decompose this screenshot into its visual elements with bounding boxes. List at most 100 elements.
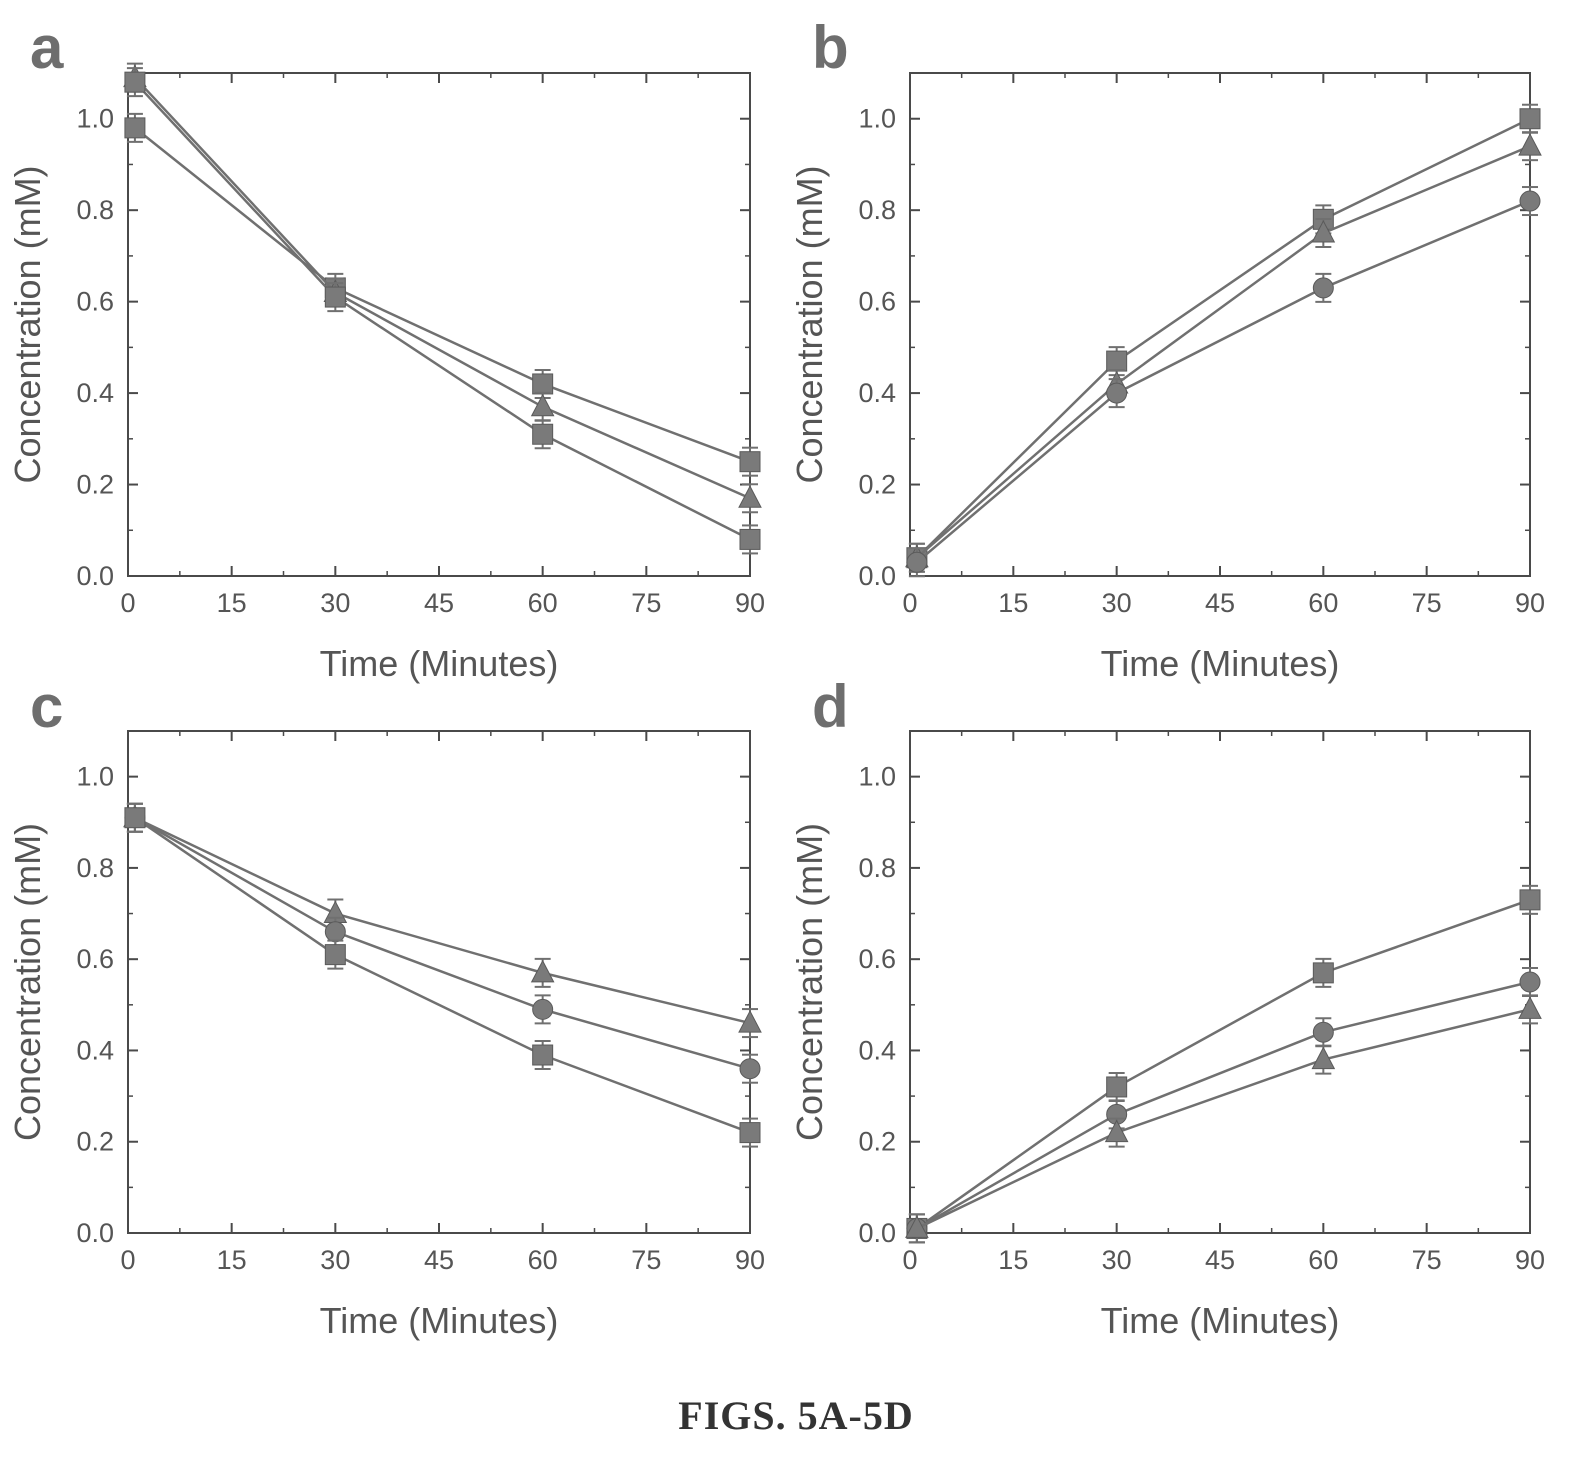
y-tick-label: 0.6 (76, 944, 114, 974)
series-2 (906, 967, 1541, 1244)
y-tick-label: 0.2 (76, 470, 114, 500)
x-tick-label: 0 (902, 588, 917, 618)
x-tick-label: 75 (631, 588, 661, 618)
x-tick-label: 45 (424, 1245, 454, 1275)
data-point (1519, 108, 1541, 130)
series-1 (123, 802, 762, 1039)
data-point (1312, 277, 1334, 299)
x-axis-label: Time (Minutes) (1101, 1300, 1340, 1341)
y-axis-label: Concentration (mM) (789, 165, 830, 483)
data-point (1519, 190, 1541, 212)
data-point (530, 959, 555, 983)
panel-label: c (30, 673, 63, 740)
data-point (324, 944, 346, 966)
y-tick-label: 0.4 (858, 1035, 896, 1065)
x-tick-label: 75 (1412, 588, 1442, 618)
x-tick-label: 30 (320, 588, 350, 618)
x-tick-label: 30 (320, 1245, 350, 1275)
data-point (1519, 971, 1541, 993)
y-tick-label: 0.0 (858, 1218, 896, 1248)
series-line (134, 816, 751, 1070)
plot-frame (127, 72, 751, 577)
x-axis-label: Time (Minutes) (320, 643, 559, 684)
data-point (1518, 996, 1542, 1019)
y-tick-label: 0.6 (76, 287, 114, 317)
data-point (530, 393, 555, 417)
series-line (916, 1008, 1531, 1230)
y-tick-label: 1.0 (76, 762, 114, 792)
y-tick-label: 0.8 (76, 195, 114, 225)
data-point (1106, 382, 1128, 404)
series-line (916, 980, 1531, 1230)
data-point (324, 921, 346, 943)
series-line (133, 81, 751, 541)
series-2 (124, 802, 761, 1084)
data-point (738, 485, 762, 508)
panel-label: b (812, 14, 849, 81)
series-line (916, 117, 1531, 559)
x-tick-label: 0 (120, 1245, 135, 1275)
x-tick-label: 75 (1412, 1245, 1442, 1275)
x-tick-label: 90 (735, 588, 765, 618)
y-tick-label: 0.6 (858, 944, 896, 974)
series-3 (905, 994, 1542, 1244)
series-line (916, 199, 1531, 564)
data-point (739, 1058, 761, 1080)
x-tick-label: 15 (998, 588, 1028, 618)
x-tick-label: 75 (631, 1245, 661, 1275)
y-axis-label: Concentration (mM) (7, 823, 48, 1141)
series-3 (124, 67, 761, 555)
y-tick-label: 1.0 (858, 104, 896, 134)
x-tick-label: 45 (424, 588, 454, 618)
data-point (739, 528, 761, 550)
data-point (1106, 350, 1128, 372)
y-tick-label: 0.8 (858, 853, 896, 883)
y-tick-label: 0.4 (76, 1035, 114, 1065)
plot-frame (909, 72, 1531, 577)
data-point (905, 1215, 929, 1238)
x-tick-label: 45 (1205, 588, 1235, 618)
data-point (1518, 133, 1542, 156)
x-tick-label: 15 (217, 588, 247, 618)
series-line (134, 816, 751, 1025)
y-tick-label: 0.4 (76, 378, 114, 408)
y-tick-label: 0.0 (76, 1218, 114, 1248)
chart-panel-d: d 0 15 30 45 60 75 90 0.0 0.2 0.4 0.6 0.8 1.0 Time (Mi… (789, 673, 1545, 1341)
data-point (739, 451, 761, 473)
data-point (532, 1044, 554, 1066)
plot-frame (909, 730, 1531, 1234)
series-3 (124, 802, 761, 1148)
x-tick-label: 90 (1515, 1245, 1545, 1275)
x-tick-label: 30 (1102, 588, 1132, 618)
x-tick-label: 0 (120, 588, 135, 618)
x-tick-label: 90 (735, 1245, 765, 1275)
data-point (906, 551, 928, 573)
series-line (916, 145, 1531, 559)
series-line (916, 898, 1531, 1230)
x-axis-label: Time (Minutes) (1101, 643, 1340, 684)
data-point (532, 373, 554, 395)
series-2 (905, 131, 1542, 573)
y-tick-label: 0.8 (76, 853, 114, 883)
chart-panel-a: a 0 15 30 45 60 75 90 0.0 0.2 0.4 0.6 0.8 1.0 Time (Mi… (7, 14, 765, 684)
data-point (1104, 1119, 1129, 1143)
panel-label: d (812, 673, 849, 740)
y-tick-label: 1.0 (76, 104, 114, 134)
figure-caption: FIGS. 5A-5D (678, 1393, 914, 1438)
data-point (738, 1009, 762, 1033)
y-tick-label: 0.8 (858, 195, 896, 225)
data-point (1311, 219, 1336, 243)
y-axis-label: Concentration (mM) (789, 823, 830, 1141)
data-point (532, 998, 554, 1020)
plot-frame (127, 730, 751, 1234)
y-tick-label: 0.6 (858, 287, 896, 317)
data-point (124, 71, 146, 93)
data-point (532, 423, 554, 445)
x-tick-label: 45 (1205, 1245, 1235, 1275)
series-line (134, 816, 751, 1134)
x-tick-label: 60 (1308, 1245, 1338, 1275)
chart-panel-c: c 0 15 30 45 60 75 90 0.0 0.2 0.4 0.6 0.8 1.0 Time (Mi… (7, 673, 765, 1341)
y-tick-label: 0.0 (858, 561, 896, 591)
series-3 (906, 186, 1541, 578)
